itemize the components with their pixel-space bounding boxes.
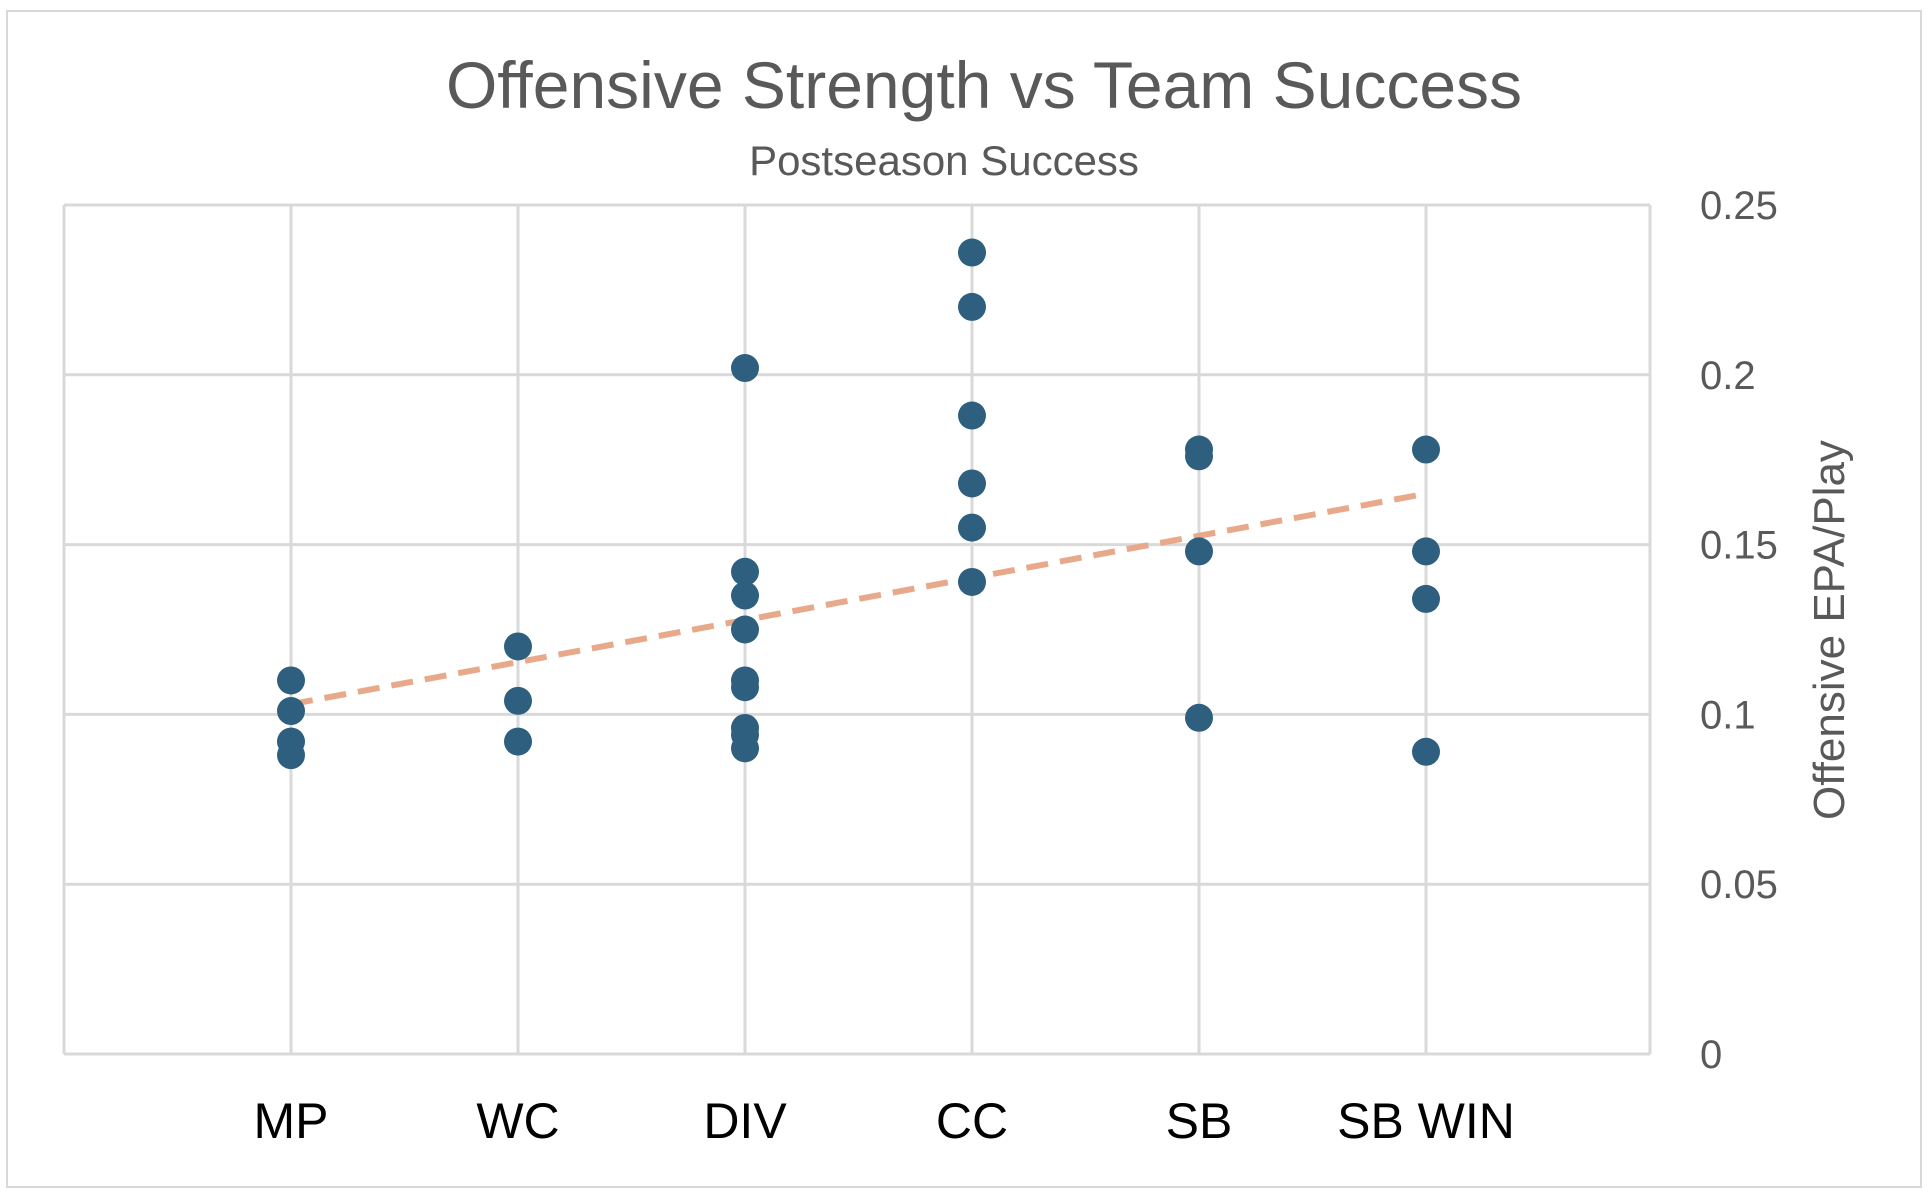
x-tick-label: DIV <box>703 1093 787 1149</box>
data-point <box>277 741 305 770</box>
data-point <box>504 727 532 756</box>
y-tick-label: 0.1 <box>1700 693 1756 737</box>
grid-lines <box>62 203 1652 1056</box>
data-point <box>1412 537 1440 566</box>
data-point <box>958 401 986 430</box>
data-point <box>504 632 532 661</box>
chart-subtitle: Postseason Success <box>749 137 1139 184</box>
data-point <box>958 513 986 542</box>
x-tick-labels: MP WC DIV CC SB SB WIN <box>254 1093 1515 1149</box>
data-point <box>958 292 986 321</box>
data-point <box>1412 584 1440 613</box>
data-point <box>731 581 759 610</box>
y-axis-label: Offensive EPA/Play <box>1805 440 1854 820</box>
data-point <box>958 238 986 267</box>
x-tick-label: WC <box>476 1093 559 1149</box>
trendline-layer <box>290 490 1427 708</box>
data-point <box>731 557 759 586</box>
y-tick-label: 0.2 <box>1700 354 1756 398</box>
y-tick-label: 0.05 <box>1700 863 1778 907</box>
y-tick-label: 0.25 <box>1700 184 1778 228</box>
x-tick-label: SB WIN <box>1337 1093 1515 1149</box>
data-point <box>731 354 759 383</box>
y-tick-label: 0 <box>1700 1033 1722 1077</box>
data-point <box>277 666 305 695</box>
data-point <box>1185 703 1213 732</box>
x-tick-label: CC <box>936 1093 1008 1149</box>
data-point <box>958 567 986 596</box>
data-point <box>731 615 759 644</box>
y-tick-labels: 0 0.05 0.1 0.15 0.2 0.25 <box>1700 184 1778 1077</box>
data-point <box>277 697 305 726</box>
data-points <box>277 238 1440 770</box>
data-point <box>1412 435 1440 464</box>
y-tick-label: 0.15 <box>1700 524 1778 568</box>
data-point <box>731 673 759 702</box>
data-point <box>504 686 532 715</box>
data-point <box>1185 442 1213 471</box>
x-tick-label: SB <box>1166 1093 1233 1149</box>
data-point <box>1185 537 1213 566</box>
chart-title: Offensive Strength vs Team Success <box>446 48 1522 122</box>
data-point <box>731 734 759 763</box>
data-point <box>1412 737 1440 766</box>
data-point <box>958 469 986 498</box>
trendline <box>290 490 1427 708</box>
x-tick-label: MP <box>254 1093 329 1149</box>
